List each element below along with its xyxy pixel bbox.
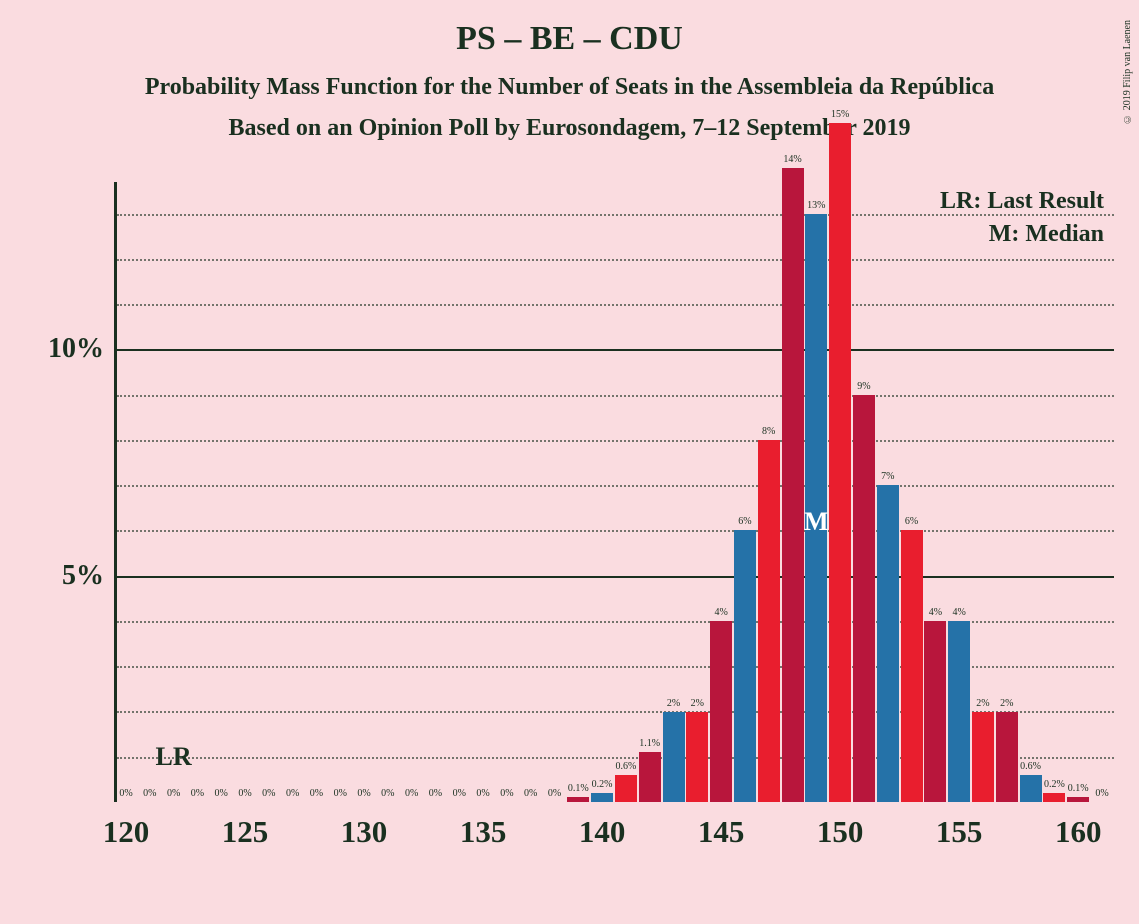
bar: [1043, 793, 1065, 802]
chart-main-title: PS – BE – CDU: [0, 0, 1139, 58]
legend-lr: LR: Last Result: [940, 188, 1104, 215]
bar: [567, 797, 589, 802]
bar: [1067, 797, 1089, 802]
bar-value-label: 0%: [286, 788, 299, 799]
legend-m: M: Median: [940, 221, 1104, 248]
bar: [948, 621, 970, 802]
y-gridline-minor: [117, 395, 1114, 397]
bar: [639, 752, 661, 802]
y-gridline-major: [117, 576, 1114, 578]
y-gridline-minor: [117, 304, 1114, 306]
y-gridline-major: [117, 349, 1114, 351]
x-tick-label: 145: [698, 814, 745, 850]
x-tick-label: 155: [936, 814, 983, 850]
bar-value-label: 0%: [238, 788, 251, 799]
bar-value-label: 1.1%: [639, 738, 660, 749]
bar: [901, 530, 923, 802]
bar-value-label: 0%: [143, 788, 156, 799]
y-gridline-minor: [117, 259, 1114, 261]
bar-value-label: 14%: [783, 154, 801, 165]
y-gridline-minor: [117, 485, 1114, 487]
bar-value-label: 0.2%: [1044, 779, 1065, 790]
chart-subtitle-1: Probability Mass Function for the Number…: [0, 74, 1139, 101]
bar: [877, 485, 899, 802]
bar-value-label: 0%: [453, 788, 466, 799]
bar-value-label: 4%: [714, 607, 727, 618]
bar: [924, 621, 946, 802]
plot-area: 1201251301351401451501551600%0%0%0%0%0%0…: [114, 182, 1114, 802]
bar-value-label: 0%: [119, 788, 132, 799]
bar: [758, 440, 780, 802]
bar-value-label: 0%: [357, 788, 370, 799]
bar-value-label: 4%: [952, 607, 965, 618]
bar-value-label: 0.1%: [1068, 783, 1089, 794]
bar-value-label: 0%: [215, 788, 228, 799]
bar: [615, 775, 637, 802]
bar-value-label: 0.1%: [568, 783, 589, 794]
y-tick-label: 10%: [34, 333, 104, 365]
bar-value-label: 8%: [762, 426, 775, 437]
bar-value-label: 0%: [476, 788, 489, 799]
pmf-chart: 1201251301351401451501551600%0%0%0%0%0%0…: [114, 182, 1114, 802]
bar-value-label: 2%: [691, 698, 704, 709]
x-tick-label: 130: [341, 814, 388, 850]
bar: [782, 168, 804, 802]
y-gridline-minor: [117, 530, 1114, 532]
bar: [853, 395, 875, 802]
bar: [663, 712, 685, 803]
bar-value-label: 0.6%: [1020, 761, 1041, 772]
x-tick-label: 135: [460, 814, 507, 850]
bar: [734, 530, 756, 802]
bar-value-label: 15%: [831, 109, 849, 120]
bar-value-label: 6%: [738, 516, 751, 527]
bar-value-label: 4%: [929, 607, 942, 618]
bar-value-label: 0%: [167, 788, 180, 799]
x-tick-label: 140: [579, 814, 626, 850]
bar-value-label: 2%: [1000, 698, 1013, 709]
x-tick-label: 120: [103, 814, 150, 850]
bar-value-label: 0%: [429, 788, 442, 799]
bar-value-label: 0.2%: [592, 779, 613, 790]
bar-value-label: 7%: [881, 471, 894, 482]
x-tick-label: 125: [222, 814, 269, 850]
bar-value-label: 13%: [807, 200, 825, 211]
bar: [686, 712, 708, 803]
x-tick-label: 160: [1055, 814, 1102, 850]
bar: [996, 712, 1018, 803]
bar: [1020, 775, 1042, 802]
bar-value-label: 0%: [548, 788, 561, 799]
bar-value-label: 0.6%: [615, 761, 636, 772]
copyright-text: © 2019 Filip van Laenen: [1122, 20, 1133, 124]
bar: [710, 621, 732, 802]
y-gridline-minor: [117, 440, 1114, 442]
bar-value-label: 0%: [381, 788, 394, 799]
bar-value-label: 0%: [1095, 788, 1108, 799]
y-tick-label: 5%: [34, 560, 104, 592]
bar: [829, 123, 851, 802]
bar-value-label: 2%: [976, 698, 989, 709]
bar-value-label: 6%: [905, 516, 918, 527]
bar-value-label: 9%: [857, 381, 870, 392]
bar: [972, 712, 994, 803]
bar-value-label: 0%: [500, 788, 513, 799]
bar-value-label: 0%: [191, 788, 204, 799]
bar-value-label: 0%: [405, 788, 418, 799]
bar-value-label: 0%: [524, 788, 537, 799]
bar-value-label: 0%: [334, 788, 347, 799]
bar: [591, 793, 613, 802]
chart-legend: LR: Last Result M: Median: [940, 188, 1104, 254]
last-result-marker: LR: [156, 742, 192, 772]
chart-subtitle-2: Based on an Opinion Poll by Eurosondagem…: [0, 115, 1139, 142]
bar-value-label: 2%: [667, 698, 680, 709]
median-marker: M: [804, 507, 829, 537]
bar-value-label: 0%: [310, 788, 323, 799]
x-tick-label: 150: [817, 814, 864, 850]
bar-value-label: 0%: [262, 788, 275, 799]
